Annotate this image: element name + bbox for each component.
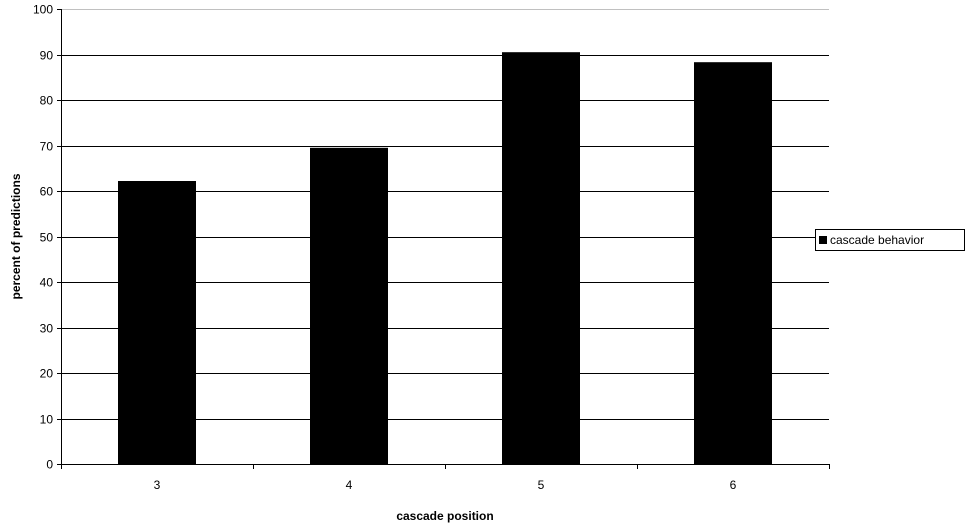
x-tick-label: 5 — [538, 478, 545, 492]
y-tick-label: 80 — [40, 94, 54, 108]
axes — [57, 9, 830, 469]
legend-label: cascade behavior — [830, 233, 925, 247]
bar — [502, 52, 580, 464]
y-tick-label: 30 — [40, 322, 54, 336]
bars — [118, 52, 772, 465]
bar — [118, 181, 196, 464]
y-tick-label: 50 — [40, 231, 54, 245]
y-tick-label: 0 — [46, 458, 53, 472]
y-tick-label: 100 — [33, 3, 53, 17]
legend: cascade behavior — [815, 229, 965, 251]
x-tick-labels: 3 4 5 6 — [154, 478, 737, 492]
x-tick-label: 3 — [154, 478, 161, 492]
x-tick-label: 6 — [730, 478, 737, 492]
x-axis-title: cascade position — [396, 509, 493, 523]
y-tick-label: 70 — [40, 140, 54, 154]
y-tick-label: 40 — [40, 276, 54, 290]
bar — [310, 147, 388, 465]
x-tick-label: 4 — [346, 478, 353, 492]
y-tick-labels: 0 10 20 30 40 50 60 70 80 90 100 — [33, 3, 53, 472]
y-tick-label: 20 — [40, 367, 54, 381]
y-tick-label: 10 — [40, 413, 54, 427]
y-tick-label: 90 — [40, 49, 54, 63]
legend-swatch-icon — [819, 236, 827, 244]
y-axis-title: percent of predictions — [9, 173, 23, 299]
y-tick-label: 60 — [40, 185, 54, 199]
bar — [694, 62, 772, 464]
